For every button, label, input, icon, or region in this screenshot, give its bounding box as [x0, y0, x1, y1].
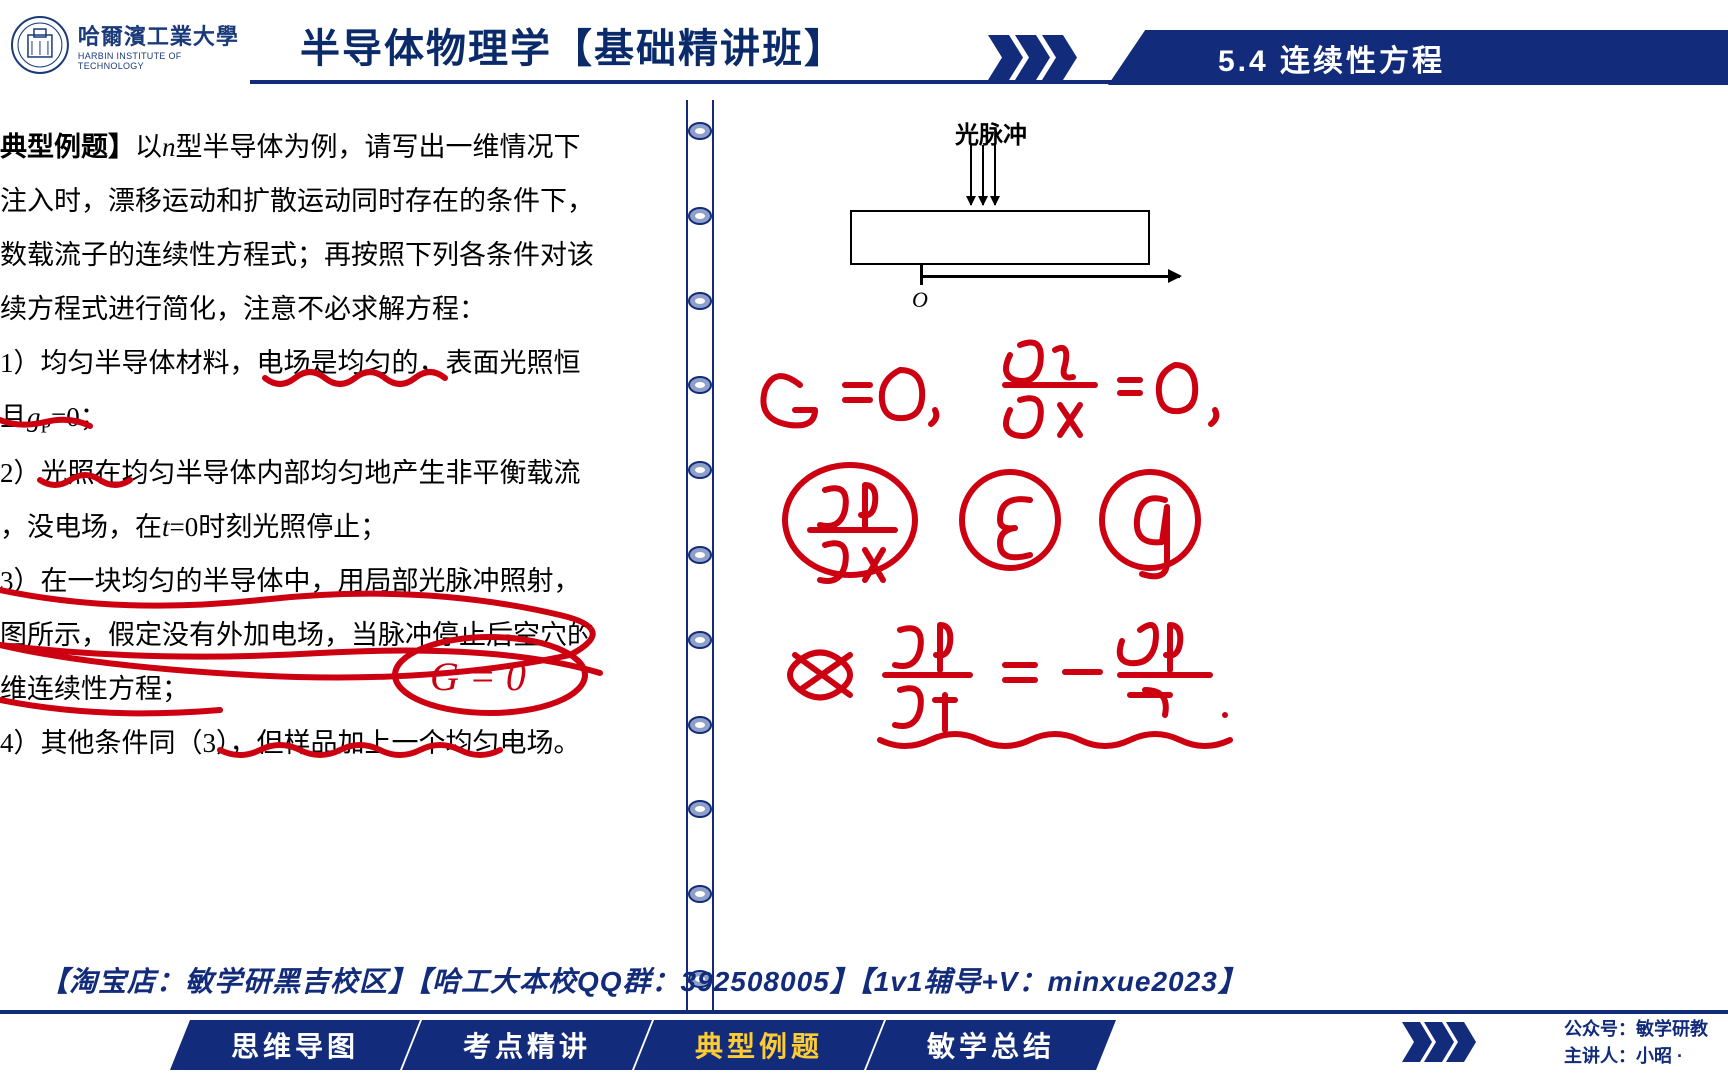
footer-divider — [0, 1010, 1728, 1014]
section-title: 5.4 连续性方程 — [1108, 30, 1728, 85]
problem-line: 注入时，漂移运动和扩散运动同时存在的条件下， — [0, 174, 660, 228]
university-name-cn: 哈爾濱工業大學 — [78, 19, 250, 51]
right-column: 光脉冲 O — [760, 115, 1708, 1010]
semiconductor-slab-icon — [850, 210, 1150, 265]
header-divider — [250, 80, 1728, 84]
footer-credits: 公众号：敏学研教 主讲人：小昭 · — [1564, 1016, 1708, 1070]
tab-keypoints[interactable]: 考点精讲 — [402, 1020, 652, 1070]
footer-chevron-icon — [1402, 1022, 1468, 1062]
axis-arrow-icon — [920, 275, 1180, 278]
content-area: 典型例题】以n型半导体为例，请写出一维情况下 注入时，漂移运动和扩散运动同时存在… — [0, 100, 1728, 1010]
chevron-icon — [988, 35, 1069, 80]
tab-summary[interactable]: 敏学总结 — [866, 1020, 1116, 1070]
tab-examples[interactable]: 典型例题 — [634, 1020, 884, 1070]
problem-item-2a: 2）光照在均匀半导体内部均匀地产生非平衡载流 — [0, 446, 660, 500]
problem-text: 典型例题】以n型半导体为例，请写出一维情况下 注入时，漂移运动和扩散运动同时存在… — [0, 120, 660, 770]
promo-text: 【淘宝店：敏学研黑吉校区】【哈工大本校QQ群：392508005】【1v1辅导+… — [40, 960, 1247, 1000]
footer: 思维导图 考点精讲 典型例题 敏学总结 公众号：敏学研教 主讲人：小昭 · — [0, 1010, 1728, 1080]
footer-tabs: 思维导图 考点精讲 典型例题 敏学总结 — [170, 1020, 1098, 1070]
problem-item-3a: 3）在一块均匀的半导体中，用局部光脉冲照射， — [0, 554, 660, 608]
origin-label: O — [912, 287, 928, 313]
problem-item-3b: 图所示，假定没有外加电场，当脉冲停止后空穴的 — [0, 608, 660, 662]
notebook-binding-icon — [680, 100, 720, 1010]
problem-item-1a: 1）均匀半导体材料，电场是均匀的，表面光照恒 — [0, 336, 660, 390]
university-emblem-icon — [10, 15, 70, 75]
university-name-en: HARBIN INSTITUTE OF TECHNOLOGY — [78, 51, 250, 71]
problem-item-1b: 且gP=0； — [0, 390, 660, 446]
problem-line: 续方程式进行简化，注意不必求解方程： — [0, 282, 660, 336]
tab-mindmap[interactable]: 思维导图 — [170, 1020, 420, 1070]
problem-tag: 典型例题】 — [0, 132, 135, 162]
light-pulse-diagram: 光脉冲 O — [820, 115, 1200, 325]
problem-item-2b: ，没电场，在t=0时刻光照停止； — [0, 500, 660, 554]
problem-item-3c: 维连续性方程； — [0, 662, 660, 716]
header: 哈爾濱工業大學 HARBIN INSTITUTE OF TECHNOLOGY 半… — [0, 0, 1728, 90]
problem-line: 数载流子的连续性方程式；再按照下列各条件对该 — [0, 228, 660, 282]
logo: 哈爾濱工業大學 HARBIN INSTITUTE OF TECHNOLOGY — [0, 15, 250, 75]
light-arrows-icon — [970, 145, 1000, 210]
problem-item-4: 4）其他条件同（3），但样品加上一个均匀电场。 — [0, 716, 660, 770]
